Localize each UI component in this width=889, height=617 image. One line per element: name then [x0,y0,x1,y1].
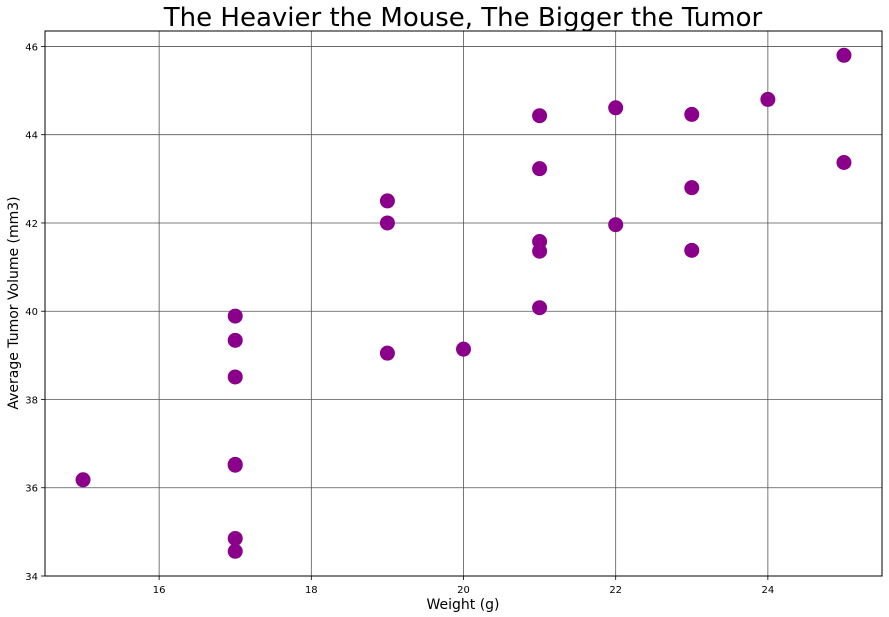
data-point [379,215,395,231]
y-tick-label: 34 [25,572,38,583]
data-point [684,180,700,196]
data-point [379,193,395,209]
data-point [227,308,243,324]
grid-lines [45,31,882,577]
y-tick-label: 36 [25,484,38,495]
data-point [227,543,243,559]
data-point [836,155,852,171]
data-points [75,47,852,559]
x-tick-label: 20 [457,585,470,596]
data-point [532,243,548,259]
chart-title: The Heavier the Mouse, The Bigger the Tu… [163,3,763,33]
y-tick-label: 42 [25,219,38,230]
y-tick-label: 40 [25,307,38,318]
x-tick-label: 16 [153,585,166,596]
data-point [532,300,548,316]
y-axis-label: Average Tumor Volume (mm3) [6,196,22,409]
y-axis-ticks: 34 36 38 40 42 44 46 [25,42,45,583]
x-tick-label: 18 [305,585,318,596]
data-point [379,345,395,361]
y-tick-label: 46 [25,42,38,53]
x-axis-label: Weight (g) [426,597,499,613]
y-tick-label: 38 [25,395,38,406]
data-point [836,47,852,63]
data-point [227,530,243,546]
data-point [75,472,91,488]
data-point [684,242,700,258]
y-tick-label: 44 [25,131,38,142]
data-point [227,332,243,348]
data-point [608,100,624,116]
data-point [227,457,243,473]
data-point [684,106,700,122]
x-tick-label: 22 [609,585,622,596]
data-point [532,108,548,124]
data-point [608,217,624,233]
x-tick-label: 24 [761,585,774,596]
data-point [227,369,243,385]
x-axis-ticks: 16 18 20 22 24 [153,576,774,596]
data-point [456,341,471,357]
data-point [760,91,776,107]
data-point [532,161,548,177]
